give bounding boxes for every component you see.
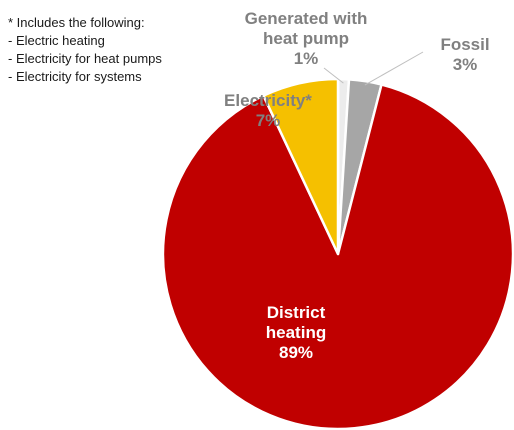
leader-lines (324, 52, 423, 85)
slice-value-label: 3% (453, 55, 478, 74)
slice-name-label: heat pump (263, 29, 349, 48)
slice-value-label: 1% (294, 49, 319, 68)
slice-name-label: Fossil (440, 35, 489, 54)
slice-label: Generated with heat pump 1% (245, 9, 368, 68)
slice-name-label: Generated with (245, 9, 368, 28)
slice-name-label: Electricity* (224, 91, 312, 110)
slice-name-label: District (267, 303, 326, 322)
leader-line (365, 52, 423, 85)
slice-name-label: heating (266, 323, 326, 342)
pie-slices (163, 79, 513, 429)
slice-label: Fossil 3% (440, 35, 489, 74)
slice-value-label: 89% (279, 343, 313, 362)
slice-value-label: 7% (256, 111, 281, 130)
